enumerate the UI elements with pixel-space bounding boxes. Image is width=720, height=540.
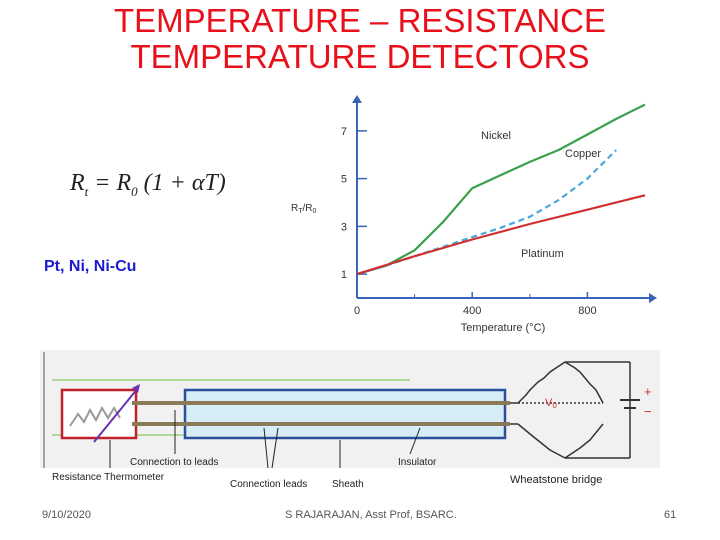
battery-plus: + bbox=[644, 384, 652, 399]
slide-title-line1: TEMPERATURE – RESISTANCE bbox=[113, 2, 607, 39]
slide-title-line2: TEMPERATURE DETECTORS bbox=[130, 38, 590, 75]
x-axis-arrow bbox=[649, 293, 657, 303]
y-tick-label-3: 3 bbox=[341, 221, 347, 233]
label-wheatstone-bridge: Wheatstone bridge bbox=[510, 474, 602, 486]
formula-tail: (1 + αT) bbox=[137, 170, 226, 196]
footer-author: S RAJARAJAN, Asst Prof, BSARC. bbox=[285, 509, 457, 521]
chart-ticks: 1 3 5 7 0 400 800 bbox=[341, 126, 597, 317]
battery-minus: − bbox=[644, 404, 652, 419]
y-axis-arrow bbox=[352, 95, 362, 103]
x-axis-label: Temperature (°C) bbox=[461, 322, 545, 334]
thermometer-variable-arrow bbox=[93, 387, 139, 443]
formula-rhs-sub: 0 bbox=[131, 183, 138, 199]
legend-nickel: Nickel bbox=[481, 130, 511, 142]
wheatstone-bridge bbox=[517, 361, 631, 459]
formula-lhs-sub: t bbox=[84, 183, 89, 199]
label-insulator: Insulator bbox=[398, 457, 437, 468]
x-tick-label-400: 400 bbox=[463, 305, 481, 317]
sheath-box bbox=[183, 388, 507, 440]
rtd-metals-list: Pt, Ni, Ni-Cu bbox=[44, 258, 137, 275]
rtd-circuit-diagram: + − V0 Resistance Thermometer Connection… bbox=[40, 350, 660, 490]
label-connection-leads: Connection leads bbox=[230, 479, 307, 490]
chart-series bbox=[356, 103, 646, 276]
y-tick-label-7: 7 bbox=[341, 126, 347, 138]
x-tick-label-0: 0 bbox=[354, 305, 360, 317]
bridge-voltage-label: V0 bbox=[545, 397, 557, 410]
formula-lhs: R bbox=[70, 170, 85, 196]
series-line-nickel bbox=[356, 103, 646, 276]
formula-rhs: = R bbox=[94, 170, 132, 196]
y-axis-label-r: R bbox=[291, 203, 298, 214]
x-tick-label-800: 800 bbox=[578, 305, 596, 317]
y-axis-label-sub2: 0 bbox=[313, 208, 317, 215]
legend-copper: Copper bbox=[565, 148, 601, 160]
bridge-voltage-sub: 0 bbox=[552, 401, 557, 410]
bridge-voltage-v: V bbox=[545, 397, 553, 409]
thermometer-arrow-head bbox=[132, 384, 140, 393]
y-axis-label-mid: /R bbox=[303, 203, 313, 214]
label-resistance-thermometer: Resistance Thermometer bbox=[52, 472, 165, 483]
thermometer-resistor bbox=[69, 405, 121, 427]
label-sheath: Sheath bbox=[332, 479, 364, 490]
footer-date: 9/10/2020 bbox=[42, 509, 91, 521]
rtd-formula: Rt = R0 (1 + αT) bbox=[70, 170, 226, 200]
battery-symbol bbox=[620, 399, 640, 409]
series-line-platinum bbox=[356, 194, 646, 276]
y-tick-label-1: 1 bbox=[341, 269, 347, 281]
y-axis-label-sub1: T bbox=[298, 208, 303, 215]
y-axis-label: RT/R0 bbox=[291, 203, 317, 215]
y-tick-label-5: 5 bbox=[341, 174, 347, 186]
annotation-pointers bbox=[109, 410, 421, 469]
legend-platinum: Platinum bbox=[521, 248, 564, 260]
footer-page-number: 61 bbox=[664, 509, 677, 521]
label-connection-to-leads: Connection to leads bbox=[130, 457, 218, 468]
